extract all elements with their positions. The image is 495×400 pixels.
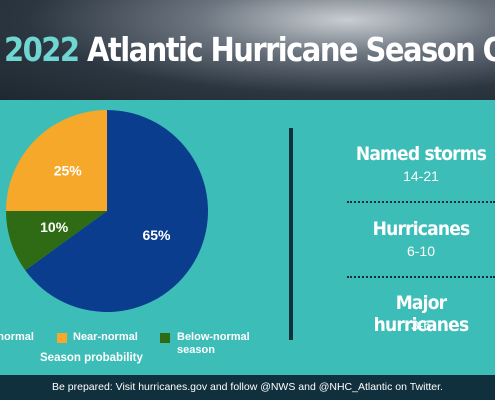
legend-label: Below-normal season <box>177 331 250 356</box>
chart-caption: Season probability <box>40 352 143 364</box>
slice-label: 10% <box>40 219 69 235</box>
stat-label: Major hurricanes <box>373 292 469 336</box>
title: 2022 Atlantic Hurricane Season Outlook <box>4 30 495 69</box>
legend-label: Above-normal <box>0 331 34 343</box>
stat-value: 3-6 <box>410 317 432 333</box>
legend-label: Near-normal <box>73 331 138 343</box>
stat-label: Hurricanes <box>372 218 471 240</box>
footer: Be prepared: Visit hurricanes.gov and fo… <box>0 375 495 400</box>
title-year: 2022 <box>4 30 80 69</box>
dotted-divider <box>347 276 495 278</box>
legend-swatch <box>160 333 170 343</box>
pie-slice <box>6 110 107 211</box>
pie-slice <box>6 211 107 271</box>
pie-chart: 65% 25% 10% <box>6 110 209 312</box>
legend-swatch <box>57 333 67 343</box>
slice-label: 65% <box>142 227 171 243</box>
pie-slice <box>25 110 209 312</box>
divider <box>289 128 293 340</box>
stat-value: 6-10 <box>406 243 436 259</box>
dotted-divider <box>347 201 495 203</box>
slice-label: 25% <box>54 162 83 178</box>
stat-label: Named storms <box>355 143 487 165</box>
stat-value: 14-21 <box>403 168 439 184</box>
title-text: Atlantic Hurricane Season Outlook <box>87 30 495 69</box>
header-image <box>0 0 495 100</box>
